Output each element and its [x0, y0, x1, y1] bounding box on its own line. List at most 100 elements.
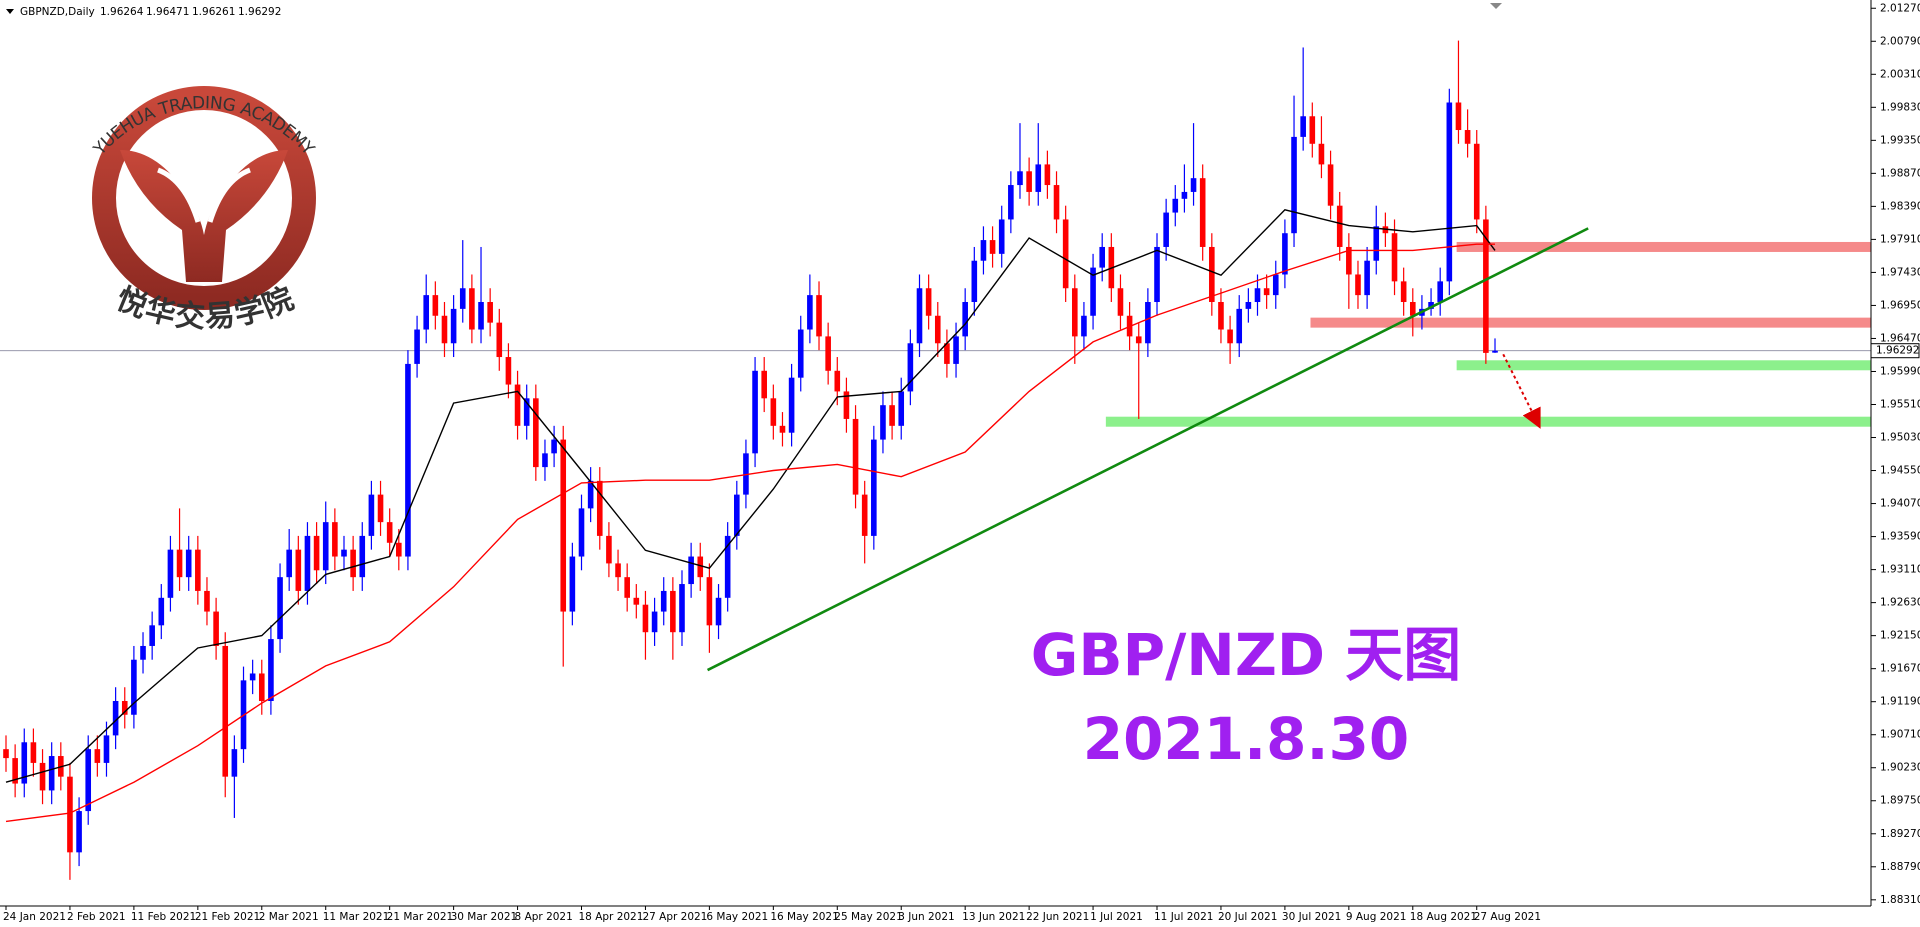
- candle-body: [450, 308, 457, 344]
- candle-body: [797, 329, 804, 378]
- header-ohlc-value: 1.96471: [146, 6, 189, 18]
- candle-body: [606, 535, 612, 564]
- candle-body: [1227, 329, 1233, 344]
- candle-body: [1364, 260, 1370, 296]
- candle-body: [176, 549, 183, 578]
- candle-body: [770, 398, 777, 426]
- candle-body: [907, 343, 914, 392]
- candle-body: [889, 405, 895, 426]
- candle-body: [505, 357, 512, 385]
- candle-body: [807, 295, 813, 330]
- candle-body: [1218, 302, 1224, 330]
- candle-body: [213, 611, 219, 646]
- candle-body: [286, 549, 292, 578]
- candle-body: [834, 370, 841, 392]
- candle-body: [569, 556, 576, 612]
- candle-body: [1291, 136, 1297, 234]
- logo-mark: [120, 150, 288, 282]
- candle-body: [1044, 164, 1051, 186]
- x-tick-label: 27 Apr 2021: [642, 911, 707, 923]
- candle-body: [1464, 130, 1471, 144]
- candle-body: [350, 549, 356, 578]
- x-tick-label: 2 Feb 2021: [67, 911, 126, 923]
- y-tick-label: 1.89750: [1880, 795, 1920, 807]
- y-tick-label: 1.97910: [1880, 233, 1920, 245]
- candle-body: [1428, 302, 1434, 309]
- y-tick-label: 1.91190: [1880, 696, 1920, 708]
- candle-body: [852, 418, 859, 495]
- x-tick-label: 20 Jul 2021: [1218, 911, 1277, 923]
- candle-body: [898, 391, 905, 426]
- candle-body: [925, 288, 932, 316]
- candle-body: [249, 673, 256, 681]
- candle-body: [514, 384, 521, 426]
- candle-body: [1483, 219, 1489, 353]
- candle-body: [149, 625, 155, 646]
- candle-body: [1172, 198, 1179, 213]
- x-tick-label: 25 May 2021: [834, 911, 902, 923]
- candle-body: [587, 480, 594, 509]
- y-tick-label: 1.99830: [1880, 101, 1920, 113]
- x-tick-label: 13 Jun 2021: [962, 911, 1025, 923]
- moving-average-line: [5, 243, 1495, 823]
- candle-body: [679, 584, 685, 633]
- x-tick-label: 2 Mar 2021: [259, 911, 319, 923]
- candle-body: [633, 597, 640, 605]
- candle-body: [1117, 288, 1124, 316]
- candle-body: [1254, 288, 1261, 302]
- y-tick-label: 1.91670: [1880, 663, 1920, 675]
- candle-body: [1099, 246, 1105, 268]
- candle-body: [1336, 205, 1343, 247]
- candle-body: [1272, 274, 1279, 296]
- candle-body: [944, 343, 950, 364]
- x-tick-label: 24 Jan 2021: [3, 911, 66, 923]
- candle-body: [533, 398, 539, 468]
- candle-body: [140, 645, 146, 660]
- scroll-marker: [1490, 3, 1502, 9]
- candle-body: [761, 370, 768, 399]
- y-tick-label: 1.92630: [1880, 597, 1920, 609]
- candle-body: [1190, 178, 1197, 192]
- candle-body: [368, 494, 375, 536]
- candle-body: [268, 639, 274, 701]
- level-zone: [1456, 360, 1871, 371]
- candle-body: [313, 535, 320, 571]
- candle-body: [1300, 116, 1306, 137]
- candle-body: [1181, 191, 1188, 199]
- candle-body: [3, 749, 9, 759]
- candle-body: [1035, 164, 1042, 192]
- logo-mark-detail: [157, 167, 251, 223]
- candle-body: [998, 219, 1005, 254]
- candle-body: [779, 425, 786, 433]
- candle-body: [496, 322, 503, 358]
- candle-body: [21, 742, 28, 784]
- candle-body: [48, 756, 55, 791]
- x-tick-label: 30 Mar 2021: [451, 911, 518, 923]
- candle-body: [1282, 233, 1288, 275]
- candle-body: [1327, 164, 1334, 206]
- candle-body: [441, 315, 448, 344]
- candle-body: [1400, 281, 1407, 302]
- y-tick-label: 1.97430: [1880, 266, 1920, 278]
- candle-body: [12, 758, 18, 784]
- candle-body: [1346, 246, 1352, 275]
- candle-body: [112, 700, 119, 736]
- candle-body: [843, 391, 850, 419]
- candle-body: [1071, 288, 1078, 337]
- candle-body: [697, 556, 704, 578]
- y-tick-label: 1.92150: [1880, 630, 1920, 642]
- menu-marker: [6, 9, 14, 14]
- candle-body: [1309, 116, 1316, 144]
- y-tick-label: 1.95990: [1880, 365, 1920, 377]
- candle-body: [30, 742, 37, 763]
- candle-body: [1455, 102, 1462, 131]
- header-ohlc-value: 1.96264: [100, 6, 144, 18]
- candle-body: [752, 370, 758, 454]
- y-tick-label: 1.94070: [1880, 498, 1920, 510]
- candle-body: [85, 749, 92, 812]
- y-tick-label: 1.89270: [1880, 828, 1920, 840]
- candle-body: [1135, 336, 1142, 344]
- candle-body: [1017, 171, 1023, 186]
- candle-body: [405, 363, 411, 557]
- y-tick-label: 1.98390: [1880, 200, 1920, 212]
